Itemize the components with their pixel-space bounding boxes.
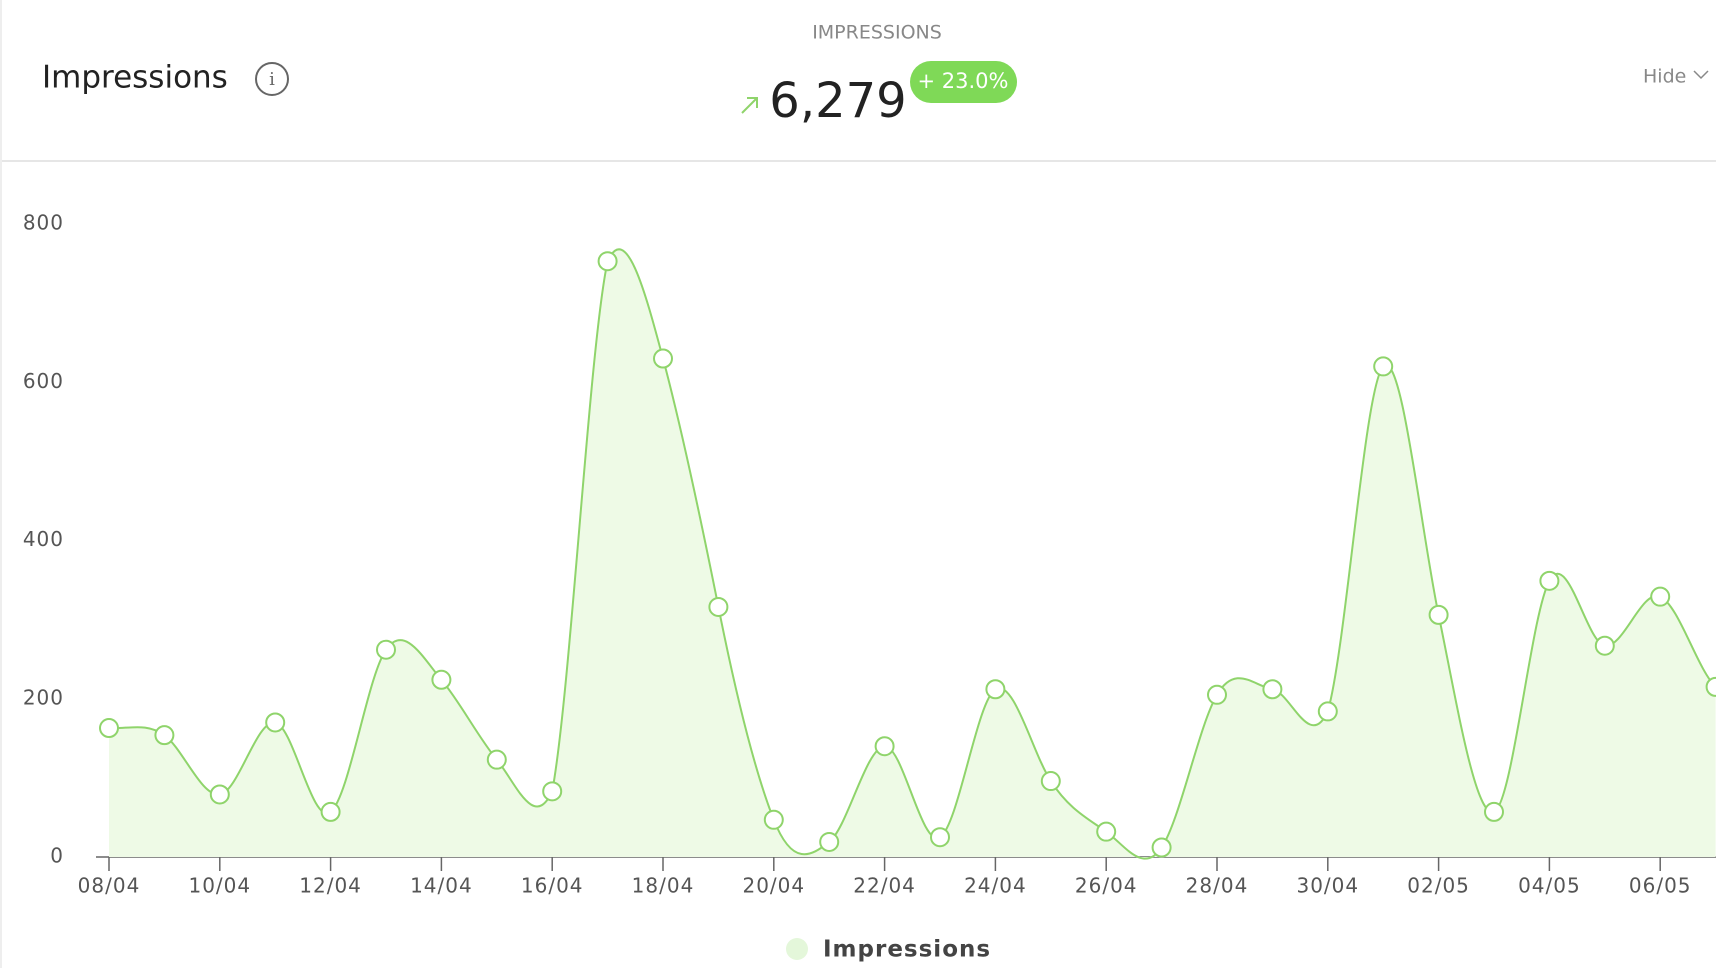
data-point (930, 827, 950, 848)
data-point (1705, 676, 1716, 697)
data-point (265, 712, 286, 733)
kpi-value: 6,279 (769, 73, 906, 129)
x-tick-label: 30/04 (1296, 874, 1359, 898)
data-point (708, 596, 729, 617)
x-tick-label: 10/04 (188, 874, 251, 898)
data-point (1317, 701, 1338, 722)
data-point (763, 809, 784, 830)
data-point (209, 784, 230, 805)
data-point (376, 639, 396, 660)
y-tick-label: 800 (23, 211, 64, 235)
x-tick-label: 08/04 (78, 874, 141, 898)
data-point (985, 679, 1006, 700)
y-tick-label: 200 (23, 685, 64, 709)
trend-arrow (741, 97, 758, 114)
x-tick-label: 20/04 (742, 874, 805, 898)
data-point (542, 781, 563, 802)
legend-label: Impressions (823, 937, 991, 963)
area-fill (109, 249, 1716, 859)
info-icon[interactable] (255, 62, 289, 96)
data-point (1373, 356, 1394, 377)
data-point (1539, 570, 1560, 591)
legend-swatch (786, 938, 808, 960)
data-point (1428, 604, 1449, 625)
hide-button[interactable]: Hide (1643, 66, 1686, 88)
kpi-change-badge (910, 61, 1017, 103)
data-point (1151, 837, 1172, 858)
data-point (1040, 771, 1061, 792)
line (108, 248, 1716, 860)
info-icon-label[interactable]: i (269, 69, 275, 90)
data-point (1484, 801, 1504, 822)
x-tick-label: 22/04 (853, 874, 916, 898)
x-tick-label: 06/05 (1629, 874, 1692, 898)
x-tick-label: 14/04 (410, 874, 473, 898)
y-tick-label: 600 (23, 369, 64, 393)
hide-chevron[interactable] (1693, 70, 1709, 80)
x-tick-label: 18/04 (632, 874, 695, 898)
y-tick-label: 400 (23, 527, 64, 551)
data-point (1594, 635, 1615, 656)
widget-title: Impressions (42, 60, 228, 96)
x-tick-label: 28/04 (1186, 874, 1249, 898)
data-point (1650, 586, 1671, 607)
kpi-label: IMPRESSIONS (812, 22, 942, 44)
data-point (154, 725, 175, 746)
x-tick-label: 12/04 (299, 874, 362, 898)
x-tick-label: 16/04 (521, 874, 584, 898)
x-tick-label: 02/05 (1407, 874, 1470, 898)
data-point (1262, 679, 1283, 700)
data-point (819, 831, 840, 852)
data-point (486, 749, 507, 770)
x-tick-label: 24/04 (964, 874, 1027, 898)
data-point (320, 801, 341, 822)
y-tick-label: 0 (50, 844, 64, 868)
data-point (597, 251, 618, 272)
data-point (653, 348, 673, 369)
data-point (1207, 684, 1227, 705)
kpi-change: + 23.0% (918, 69, 1009, 93)
data-point (431, 669, 452, 690)
data-point (99, 718, 119, 739)
data-point (1096, 821, 1117, 842)
x-tick-label: 26/04 (1075, 874, 1138, 898)
x-tick-label: 04/05 (1518, 874, 1581, 898)
data-point (874, 736, 895, 757)
